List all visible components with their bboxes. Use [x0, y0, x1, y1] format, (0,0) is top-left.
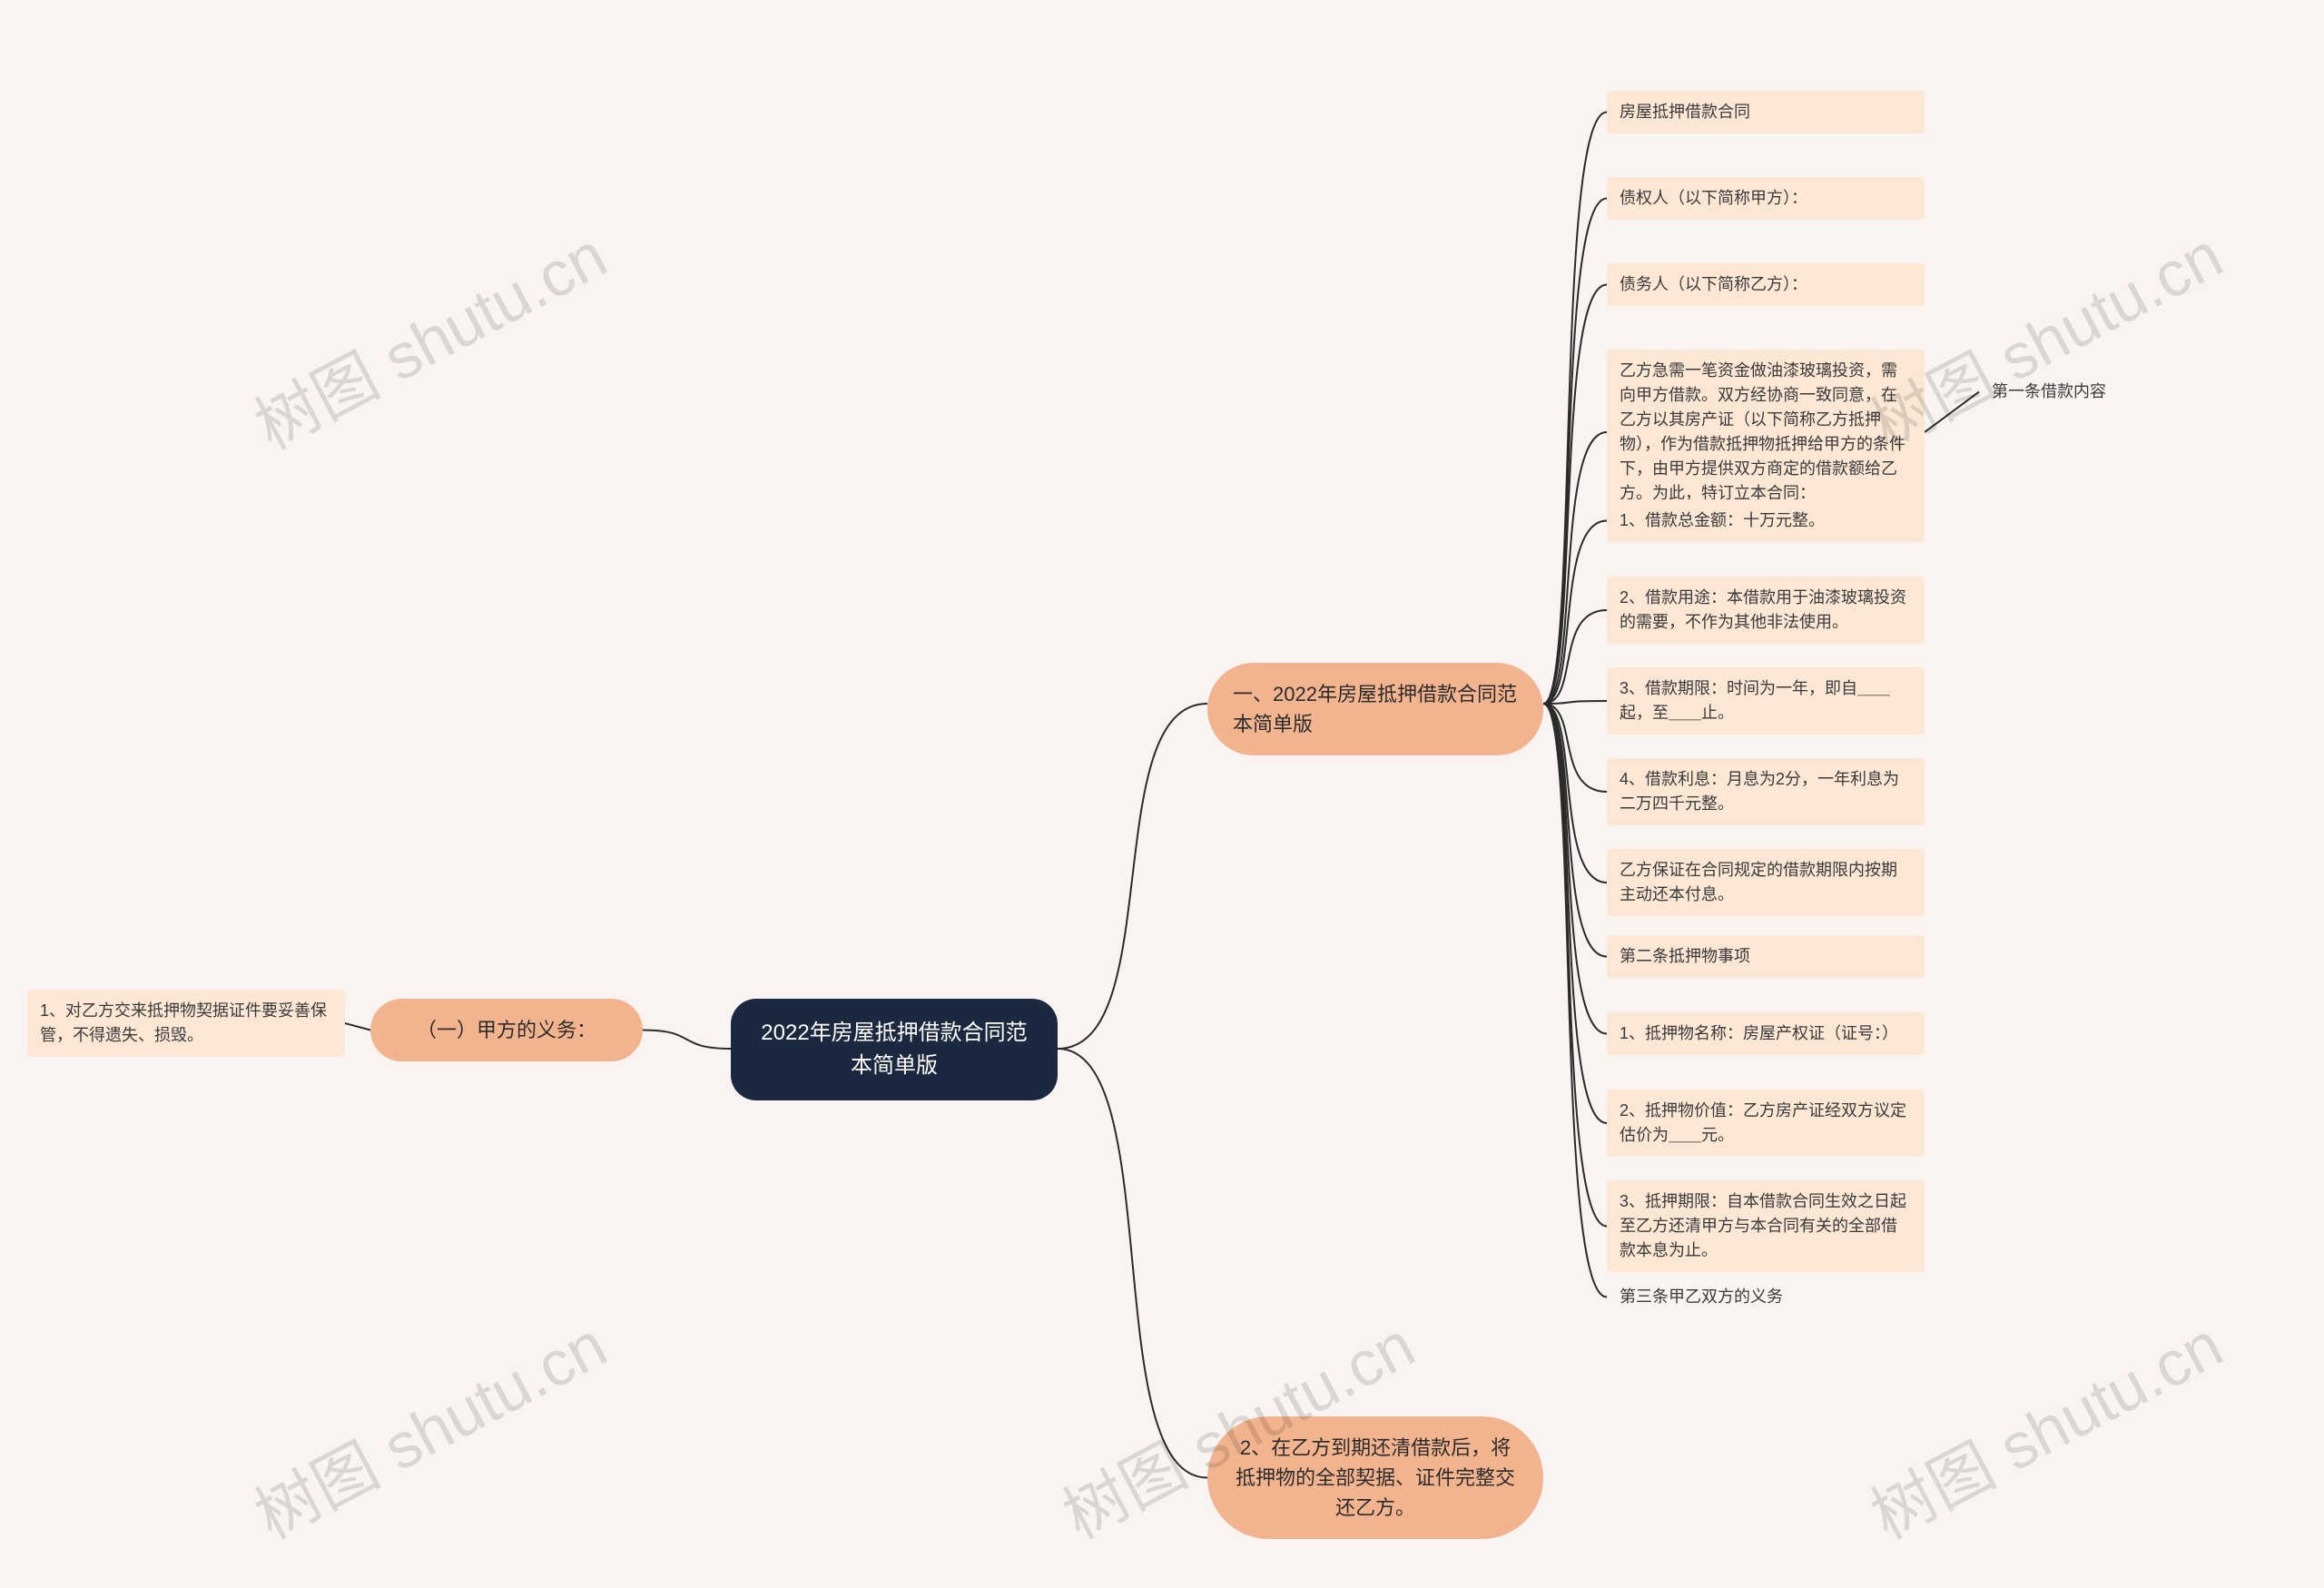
- leaf-item: 债务人（以下简称乙方）：: [1607, 263, 1925, 306]
- leaf-item: 3、抵押期限：自本借款合同生效之日起至乙方还清甲方与本合同有关的全部借款本息为止…: [1607, 1180, 1925, 1272]
- leaf-item: 第二条抵押物事项: [1607, 935, 1925, 978]
- sub-leaf: 第一条借款内容: [1979, 370, 2142, 413]
- leaf-item: 1、借款总金额：十万元整。: [1607, 499, 1925, 542]
- watermark: 树图 shutu.cn: [1853, 1295, 2236, 1556]
- leaf-item: 4、借款利息：月息为2分，一年利息为二万四千元整。: [1607, 758, 1925, 825]
- leaf-item: 债权人（以下简称甲方）：: [1607, 177, 1925, 220]
- watermark: 树图 shutu.cn: [237, 205, 620, 467]
- leaf-item: 1、抵押物名称：房屋产权证（证号：）: [1607, 1012, 1925, 1055]
- leaf-item: 乙方保证在合同规定的借款期限内按期主动还本付息。: [1607, 849, 1925, 916]
- branch-party-a-duty: （一）甲方的义务：: [370, 999, 643, 1061]
- branch-section-1: 一、2022年房屋抵押借款合同范本简单版: [1207, 663, 1543, 755]
- leaf-item: 2、抵押物价值：乙方房产证经双方议定估价为＿＿元。: [1607, 1090, 1925, 1157]
- leaf-item: 房屋抵押借款合同: [1607, 91, 1925, 133]
- branch-section-2: 2、在乙方到期还清借款后，将抵押物的全部契据、证件完整交还乙方。: [1207, 1416, 1543, 1539]
- watermark: 树图 shutu.cn: [237, 1295, 620, 1556]
- leaf-item: 第三条甲乙双方的义务: [1607, 1276, 1925, 1318]
- leaf-item: 2、借款用途：本借款用于油漆玻璃投资的需要，不作为其他非法使用。: [1607, 577, 1925, 644]
- leaf-item: 乙方急需一笔资金做油漆玻璃投资，需向甲方借款。双方经协商一致同意，在乙方以其房产…: [1607, 350, 1925, 515]
- root-node: 2022年房屋抵押借款合同范本简单版: [731, 999, 1058, 1100]
- leaf-item: 1、对乙方交来抵押物契据证件要妥善保管，不得遗失、损毁。: [27, 990, 345, 1057]
- mindmap-edges: [0, 0, 2324, 1588]
- leaf-item: 3、借款期限：时间为一年，即自＿＿起，至＿＿止。: [1607, 667, 1925, 735]
